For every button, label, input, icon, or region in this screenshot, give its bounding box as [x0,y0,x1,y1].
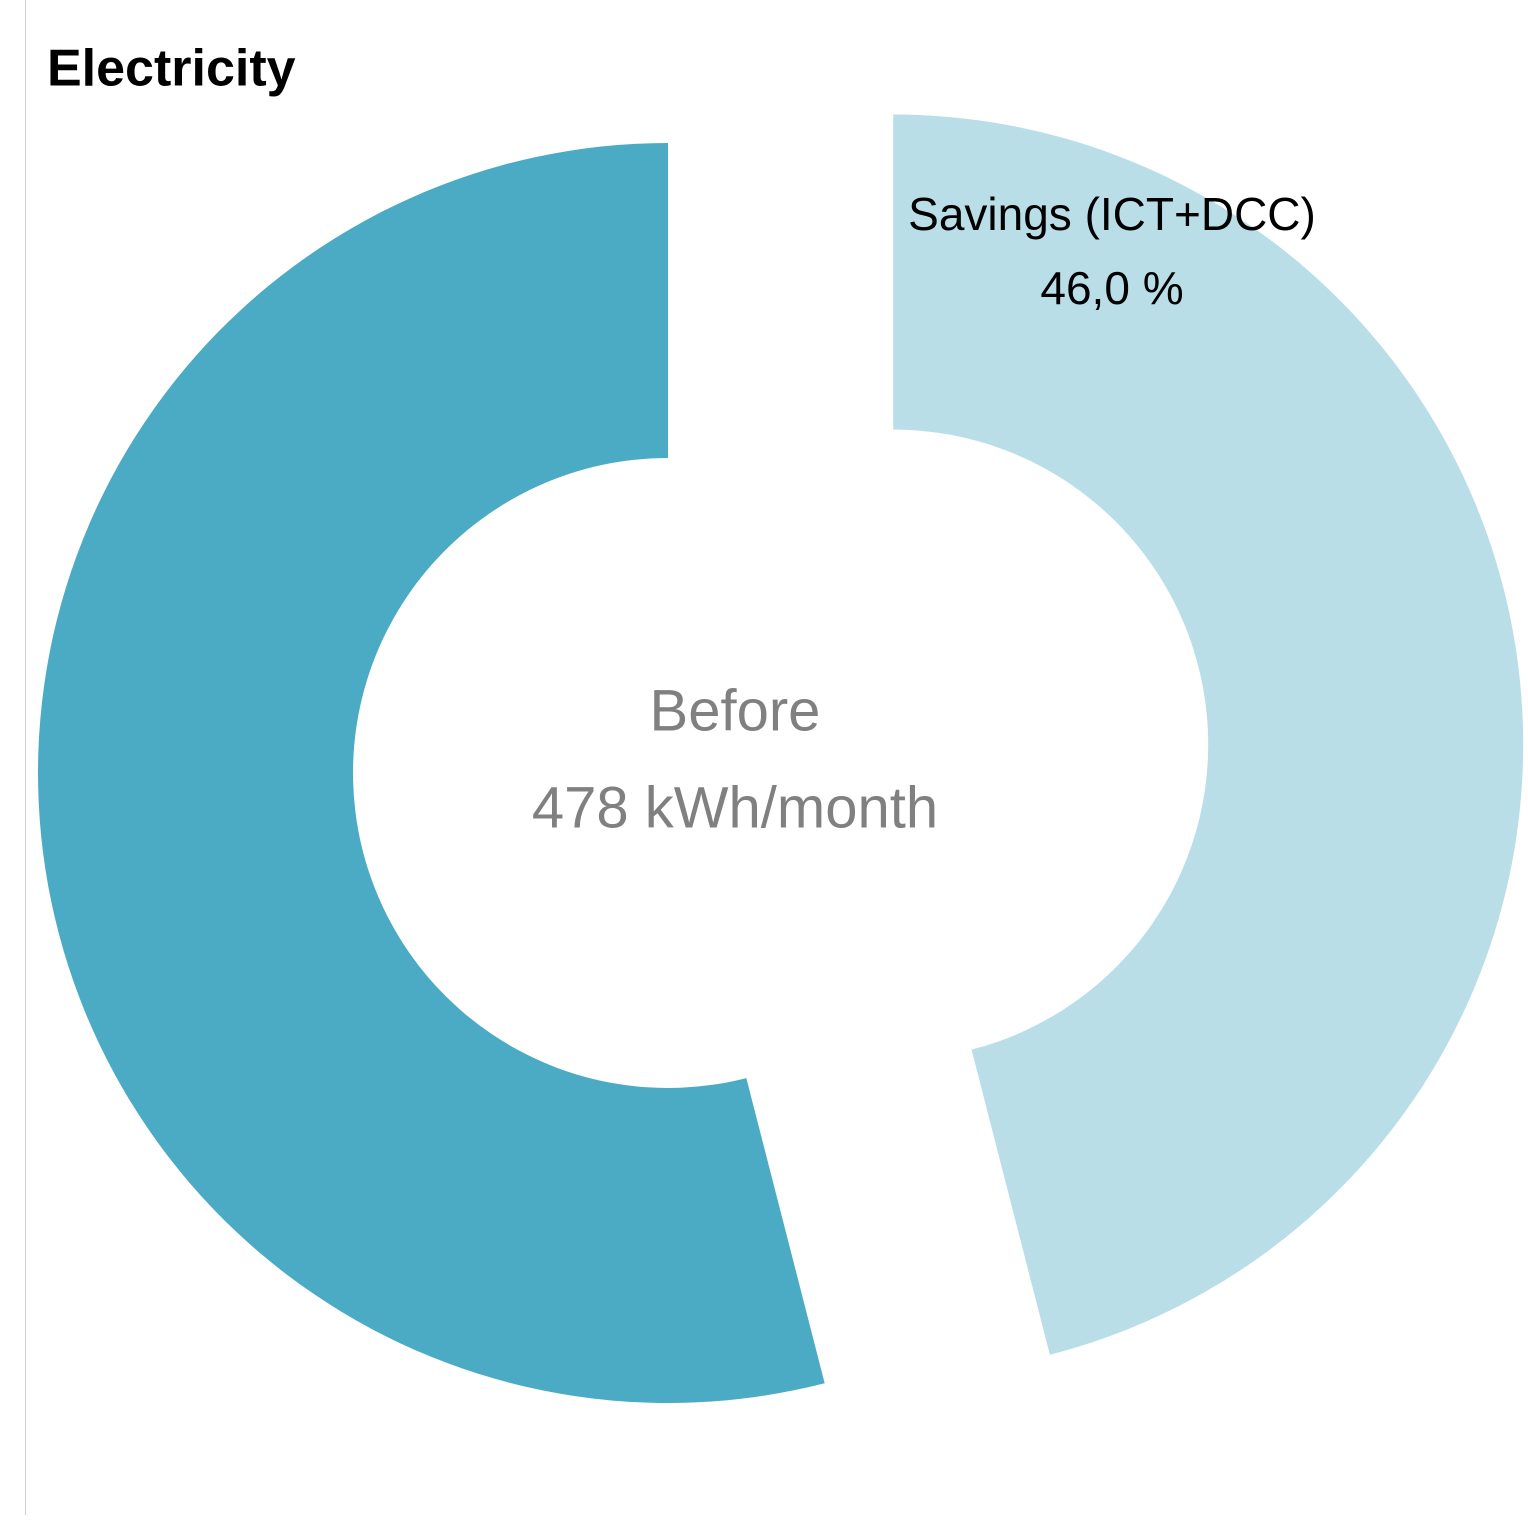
center-label: Before [650,678,821,743]
chart-title: Electricity [47,40,296,98]
value-label: 46,0 % [1040,262,1183,314]
slice-label: Savings (ICT+DCC) [908,188,1316,240]
slice [893,114,1524,1355]
center-label: 478 kWh/month [532,775,938,840]
slices [38,114,1524,1403]
slice [38,143,825,1403]
